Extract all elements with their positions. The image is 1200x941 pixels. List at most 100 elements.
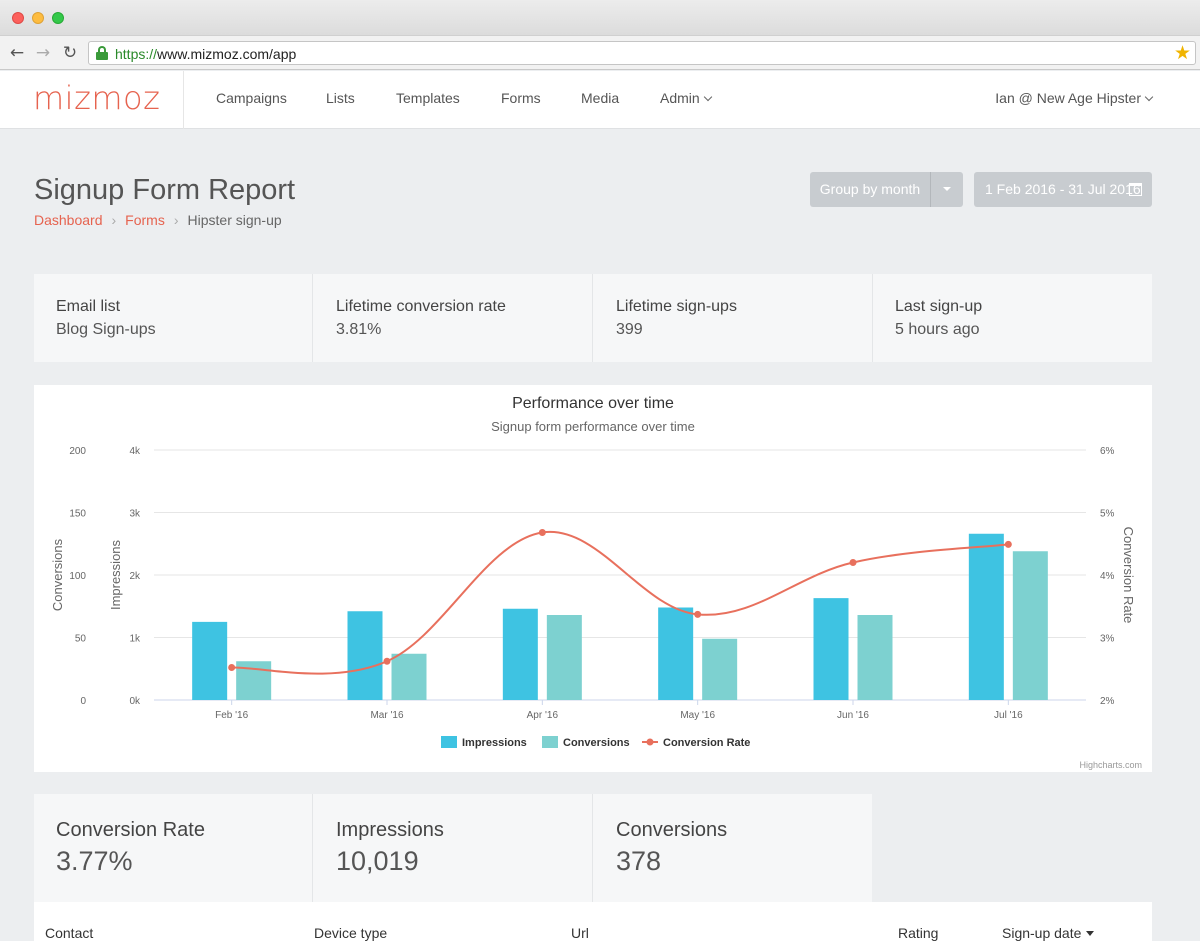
bookmark-star-icon[interactable]: ★ [1173, 42, 1191, 64]
stat-lifetime-signups: Lifetime sign-ups 399 [594, 274, 873, 362]
conversions-bar [702, 638, 738, 700]
conversion-rate-point [383, 657, 391, 665]
group-by-button[interactable]: Group by month [819, 181, 921, 197]
reload-icon[interactable]: ↻ [62, 43, 78, 63]
breadcrumb-current: Hipster sign-up [187, 212, 282, 228]
breadcrumb-forms[interactable]: Forms [125, 212, 165, 228]
impressions-tick-label: 3k [129, 509, 141, 520]
legend-conversion-rate: Conversion Rate [663, 737, 750, 749]
impressions-tick-label: 2k [129, 571, 141, 582]
chevron-down-icon [703, 92, 712, 102]
forward-arrow-icon[interactable]: → [35, 43, 51, 63]
impressions-bar [347, 611, 383, 700]
total-value: 10,019 [336, 846, 419, 876]
logo[interactable]: mizmoz [0, 71, 184, 129]
category-label: Mar '16 [370, 710, 403, 721]
column-device-type[interactable]: Device type [314, 925, 388, 941]
stat-value: 5 hours ago [895, 321, 980, 338]
breadcrumb-separator: › [173, 212, 179, 228]
conversion-rate-point [538, 529, 546, 536]
group-by-button-group: Group by month [810, 172, 963, 207]
rate-tick-label: 2% [1100, 696, 1115, 707]
nav-templates[interactable]: Templates [396, 90, 460, 106]
conversion-rate-point [1004, 540, 1012, 548]
rate-tick-label: 4% [1100, 571, 1115, 582]
impressions-bar [192, 621, 228, 700]
stat-value: 399 [616, 321, 643, 338]
address-bar[interactable]: https://www.mizmoz.com/app ★ [88, 41, 1196, 65]
conversion-rate-line [231, 531, 1009, 675]
legend-conversions-swatch [542, 736, 558, 748]
sort-down-icon [1086, 931, 1095, 936]
impressions-tick-label: 1k [129, 634, 141, 645]
conversion-rate-point [228, 664, 236, 671]
stat-value: Blog Sign-ups [56, 321, 156, 338]
performance-chart: Performance over time Signup form perform… [50, 395, 1142, 770]
column-rating[interactable]: Rating [898, 925, 939, 941]
back-arrow-icon[interactable]: ← [9, 43, 25, 63]
rate-tick-label: 6% [1100, 446, 1115, 457]
nav-campaigns[interactable]: Campaigns [216, 90, 287, 106]
stat-label: Email list [56, 298, 121, 315]
nav-forms[interactable]: Forms [501, 90, 541, 106]
conversion-rate-point [694, 610, 702, 618]
impressions-bar [502, 608, 538, 700]
browser-titlebar [0, 0, 1200, 36]
total-value: 3.77% [56, 846, 133, 876]
conversions-bar [391, 653, 427, 700]
rate-tick-label: 5% [1100, 509, 1115, 520]
user-menu[interactable]: Ian @ New Age Hipster [995, 90, 1154, 106]
category-label: Jul '16 [994, 710, 1023, 721]
total-label: Impressions [336, 819, 444, 841]
conversions-tick-label: 50 [75, 634, 87, 645]
browser-toolbar: ← → ↻ https://www.mizmoz.com/app ★ [0, 36, 1200, 70]
legend-impressions: Impressions [462, 737, 527, 749]
legend-impressions-swatch [441, 736, 457, 748]
performance-chart-panel: Performance over time Signup form perform… [34, 385, 1152, 772]
chart-subtitle: Signup form performance over time [491, 419, 695, 434]
group-by-dropdown-toggle[interactable] [930, 172, 963, 207]
category-label: Apr '16 [527, 710, 559, 721]
date-range-button[interactable]: 1 Feb 2016 - 31 Jul 2016 [974, 172, 1152, 207]
column-url[interactable]: Url [571, 925, 589, 941]
total-value: 378 [616, 846, 662, 876]
total-label: Conversions [616, 819, 728, 841]
rate-axis-title: Conversion Rate [1121, 527, 1136, 624]
stat-lifetime-conversion-rate: Lifetime conversion rate 3.81% [314, 274, 593, 362]
conversions-axis-title: Conversions [50, 538, 65, 611]
conversions-tick-label: 200 [69, 446, 86, 457]
stat-label: Lifetime conversion rate [336, 298, 506, 315]
category-label: May '16 [680, 710, 715, 721]
url-text: https://www.mizmoz.com/app [115, 46, 297, 62]
minimize-window-button[interactable] [32, 12, 44, 24]
breadcrumb-dashboard[interactable]: Dashboard [34, 212, 103, 228]
nav-lists[interactable]: Lists [326, 90, 355, 106]
total-impressions: Impressions 10,019 [314, 794, 593, 902]
close-window-button[interactable] [12, 12, 24, 24]
nav-media[interactable]: Media [581, 90, 620, 106]
stat-value: 3.81% [336, 321, 382, 338]
conversions-bar [857, 615, 893, 700]
lock-icon [96, 46, 108, 60]
category-label: Jun '16 [837, 710, 869, 721]
maximize-window-button[interactable] [52, 12, 64, 24]
chevron-down-icon [1144, 92, 1154, 102]
conversions-tick-label: 150 [69, 509, 86, 520]
impressions-bar [968, 533, 1004, 700]
stat-email-list: Email list Blog Sign-ups [34, 274, 313, 362]
signups-table-header: Contact Device type Url Rating Sign-up d… [34, 902, 1152, 941]
conversions-tick-label: 100 [69, 571, 86, 582]
stat-last-signup: Last sign-up 5 hours ago [873, 274, 1152, 362]
stat-label: Last sign-up [895, 298, 983, 315]
rate-tick-label: 3% [1100, 634, 1115, 645]
stat-label: Lifetime sign-ups [616, 298, 737, 315]
conversions-tick-label: 0 [80, 696, 86, 707]
nav-admin[interactable]: Admin [660, 90, 712, 106]
total-conversion-rate: Conversion Rate 3.77% [34, 794, 313, 902]
total-label: Conversion Rate [56, 819, 205, 841]
legend-rate-marker [646, 738, 654, 746]
page-title: Signup Form Report [34, 174, 296, 206]
column-signup-date[interactable]: Sign-up date [1002, 925, 1095, 941]
column-contact[interactable]: Contact [45, 925, 94, 941]
impressions-axis-title: Impressions [108, 539, 123, 610]
